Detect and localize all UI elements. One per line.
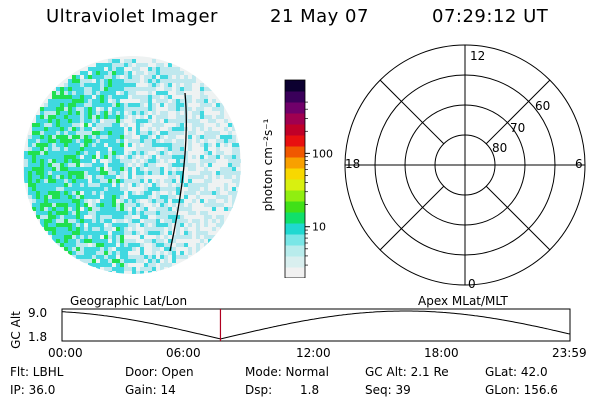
date-label: 21 May 07: [270, 6, 369, 27]
uv-image-disk: [23, 56, 241, 274]
terminator-line: [169, 92, 187, 252]
lat-label-80: 80: [492, 141, 507, 155]
colorbar-segment: [285, 102, 305, 114]
colorbar: 100 10: [284, 79, 333, 278]
colorbar-tick-label: 100: [312, 147, 333, 160]
colorbar-unit-label: photon cm⁻²s⁻¹: [261, 118, 275, 212]
polar-grid: 12 18 6 0 80 70 60: [344, 44, 586, 290]
mlt-label-6: 6: [575, 157, 583, 171]
instrument-title: Ultraviolet Imager: [46, 6, 218, 27]
colorbar-segment: [285, 245, 305, 257]
colorbar-segment: [285, 168, 305, 180]
colorbar-segment: [285, 212, 305, 224]
y-tick-high: 9.0: [28, 306, 48, 320]
mlt-diagonal: [485, 185, 551, 251]
gain-field: Gain: 14: [125, 383, 176, 397]
x-tick-1800: 18:00: [424, 346, 459, 360]
colorbar-segment: [285, 124, 305, 136]
mlt-diagonal: [379, 185, 445, 251]
mlt-label-0: 0: [468, 277, 476, 290]
mlt-label-18: 18: [345, 157, 360, 171]
mode-field: Mode: Normal: [245, 365, 329, 379]
gc-alt-axis-label: GC Alt: [9, 311, 23, 349]
x-tick-1200: 12:00: [296, 346, 331, 360]
colorbar-segment: [285, 179, 305, 191]
colorbar-segment: [285, 201, 305, 213]
dsp-value: 1.8: [300, 383, 320, 397]
y-tick-low: 1.8: [28, 330, 48, 344]
colorbar-segment: [285, 157, 305, 169]
seq-field: Seq: 39: [365, 383, 411, 397]
x-tick-0600: 06:00: [166, 346, 201, 360]
x-tick-0000: 00:00: [48, 346, 83, 360]
lat-label-60: 60: [535, 99, 550, 113]
ip-field: IP: 36.0: [10, 383, 56, 397]
colorbar-segment: [285, 256, 305, 268]
x-tick-2359: 23:59: [552, 346, 587, 360]
door-field: Door: Open: [125, 365, 194, 379]
colorbar-tick-label: 10: [312, 221, 326, 234]
colorbar-segment: [285, 135, 305, 147]
colorbar-segment: [285, 234, 305, 246]
colorbar-segment: [285, 223, 305, 235]
colorbar-segment: [285, 267, 305, 278]
colorbar-segment: [285, 113, 305, 125]
glon-field: GLon: 156.6: [485, 383, 558, 397]
glat-field: GLat: 42.0: [485, 365, 548, 379]
colorbar-segment: [285, 190, 305, 202]
lat-label-70: 70: [510, 121, 525, 135]
colorbar-segment: [285, 80, 305, 92]
mlt-label-12: 12: [470, 49, 485, 63]
flt-field: Flt: LBHL: [10, 365, 64, 379]
gc-alt-field: GC Alt: 2.1 Re: [365, 365, 449, 379]
mlt-diagonal: [379, 79, 445, 145]
mlt-diagonal: [485, 79, 551, 145]
altitude-curve: [61, 310, 571, 340]
time-label: 07:29:12 UT: [432, 6, 549, 27]
altitude-timeline: [61, 308, 571, 342]
geographic-label: Geographic Lat/Lon: [70, 294, 188, 308]
apex-label: Apex MLat/MLT: [418, 294, 508, 308]
colorbar-segment: [285, 146, 305, 158]
dsp-label: Dsp:: [245, 383, 273, 397]
colorbar-segment: [285, 91, 305, 103]
